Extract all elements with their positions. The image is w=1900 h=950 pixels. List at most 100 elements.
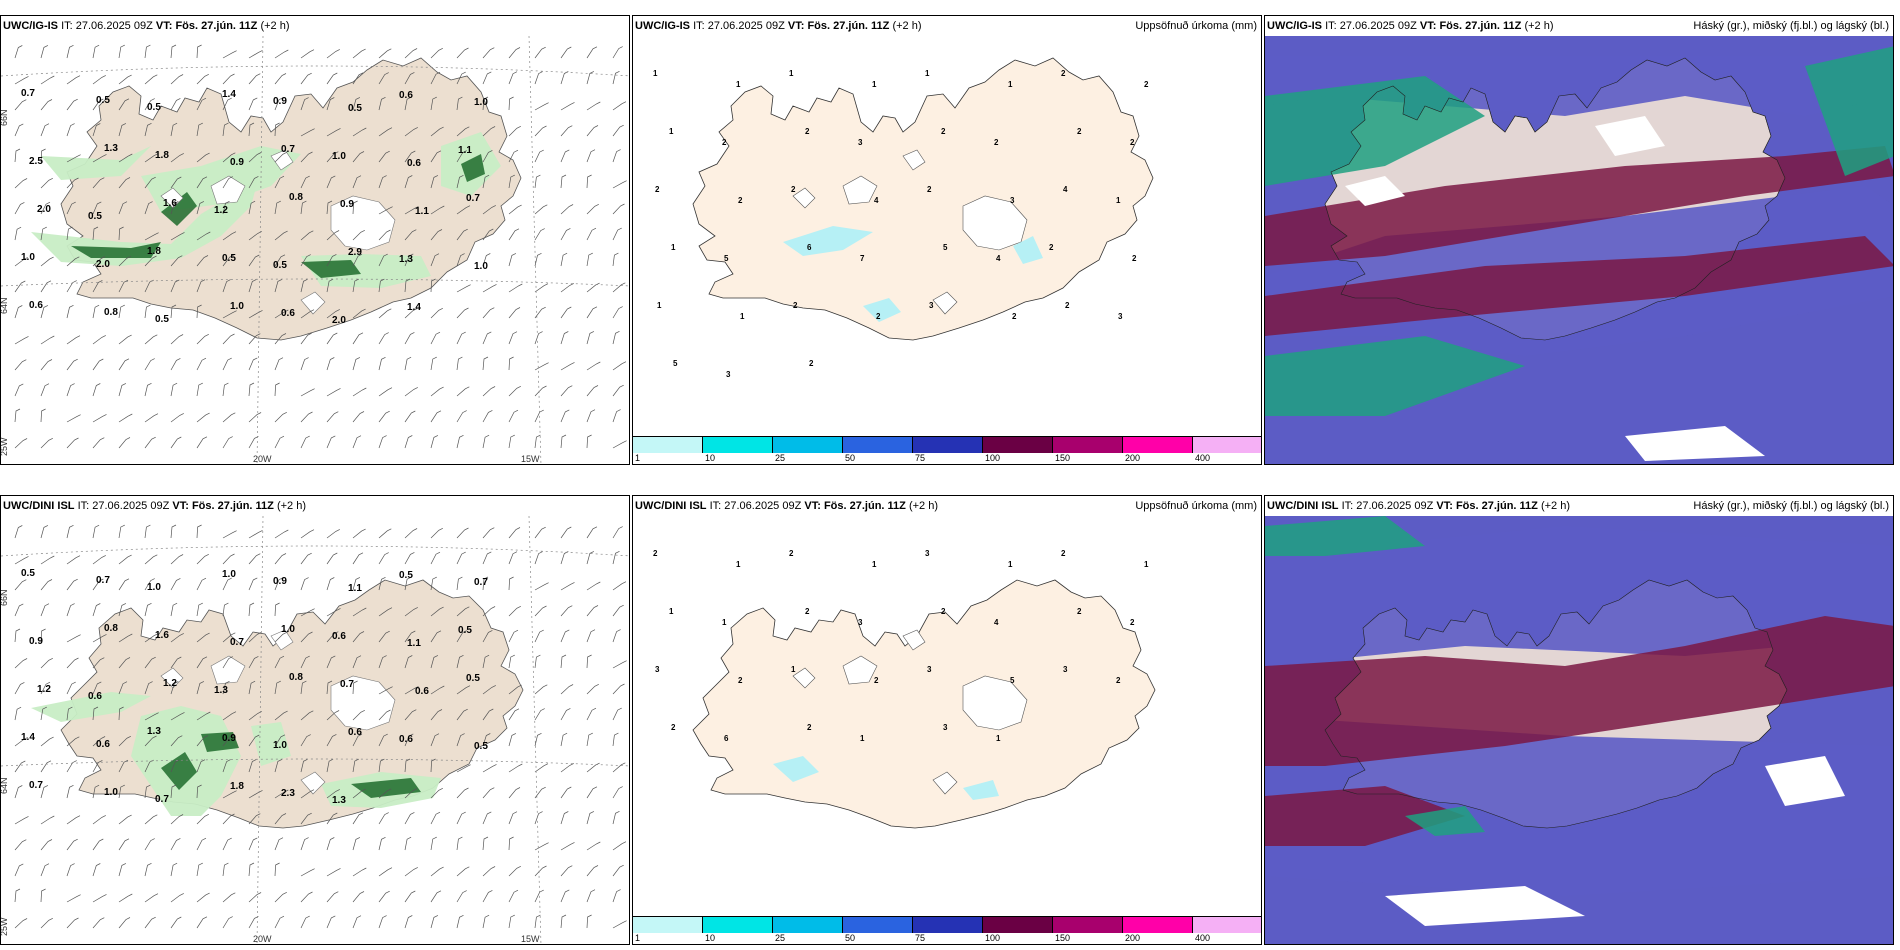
- wind-barb: [222, 680, 230, 695]
- wind-value-label: 1.4: [407, 302, 421, 313]
- wind-barb: [326, 812, 338, 825]
- legend-tick-label: 150: [1055, 933, 1071, 943]
- wind-barb: [274, 915, 285, 929]
- wind-value-label: 0.6: [29, 300, 43, 311]
- precip-value-label: 2: [738, 676, 743, 685]
- wind-value-label: 1.1: [348, 583, 362, 594]
- wind-barb: [144, 633, 159, 643]
- wind-barb: [144, 681, 153, 695]
- wind-map[interactable]: 66N 64N 25W 20W 15W 0.5 0.7 1.0 1.0 0.9 1.1 0.5 0.7 0…: [1, 516, 629, 944]
- wind-value-label: 1.0: [147, 582, 161, 593]
- wind-barb: [14, 76, 29, 85]
- wind-barb: [586, 707, 597, 721]
- high-cloud-area: [1265, 236, 1893, 336]
- cloud-panel-row1: UWC/IG-IS IT: 27.06.2025 09Z VT: Fös. 27…: [1264, 15, 1894, 465]
- wind-barb: [586, 841, 601, 851]
- wind-barb: [40, 45, 49, 59]
- wind-value-label: 1.8: [155, 150, 169, 161]
- lat-label: 64N: [1, 297, 9, 314]
- wind-barb: [118, 226, 124, 241]
- wind-barb: [430, 278, 436, 293]
- wind-barb: [66, 437, 79, 449]
- wind-barb: [508, 605, 521, 617]
- wind-value-label: 0.5: [222, 253, 236, 264]
- wind-barb: [40, 201, 51, 215]
- precip-value-label: 2: [1130, 618, 1135, 627]
- wind-barb: [118, 437, 131, 449]
- wind-value-label: 0.6: [96, 739, 110, 750]
- wind-barb: [586, 605, 599, 617]
- wind-barb: [534, 362, 549, 371]
- wind-barb: [508, 125, 521, 137]
- wind-barb: [170, 656, 182, 669]
- wind-barb: [170, 524, 177, 539]
- cloud-map[interactable]: [1265, 516, 1893, 944]
- wind-barb: [456, 174, 464, 189]
- wind-barb: [404, 435, 413, 449]
- wind-map[interactable]: 66N 64N 25W 20W 15W 0.7 0.5 0.5 1.4 0.9 0.5 0.6 1.0 2…: [1, 36, 629, 464]
- wind-value-label: 0.9: [273, 96, 287, 107]
- wind-barb: [482, 914, 490, 929]
- wind-barb: [352, 308, 366, 319]
- precip-map[interactable]: 2 1 2 1 3 1 2 1 1 1 2 3 2 4 2 2 3 2 1 2 3 5 3 2 2 6 2 1 3 1: [633, 516, 1261, 944]
- wind-barb: [560, 149, 570, 163]
- wind-barb: [352, 72, 364, 85]
- wind-barb: [560, 46, 572, 59]
- precip-value-label: 1: [996, 734, 1001, 743]
- wind-barb: [378, 175, 387, 189]
- wind-barb: [222, 176, 233, 189]
- precip-value-label: 2: [927, 185, 932, 194]
- glacier: [842, 175, 878, 205]
- wind-barb: [14, 257, 28, 267]
- wind-barb: [352, 528, 366, 539]
- wind-barb: [144, 176, 156, 189]
- wind-barb: [222, 862, 229, 877]
- wind-barb: [92, 784, 100, 799]
- wind-barb: [274, 710, 288, 721]
- wind-barb: [560, 786, 572, 799]
- wind-barb: [404, 206, 419, 215]
- wind-barb: [66, 256, 80, 267]
- glacier: [330, 675, 396, 731]
- wind-value-label: 1.3: [399, 254, 413, 265]
- wind-barb: [326, 97, 335, 111]
- legend-swatch: [1053, 917, 1123, 933]
- wind-value-label: 0.6: [88, 691, 102, 702]
- precip-value-label: 1: [1116, 196, 1121, 205]
- wind-barb: [612, 841, 627, 851]
- low-cloud-area: [1405, 806, 1485, 836]
- cloud-map[interactable]: [1265, 36, 1893, 464]
- wind-barb: [196, 122, 203, 137]
- wind-barb: [196, 357, 207, 371]
- wind-barb: [508, 228, 520, 241]
- wind-barb: [482, 890, 493, 903]
- clear-sky-area: [1345, 176, 1405, 206]
- wind-barb: [170, 44, 177, 59]
- wind-barb: [508, 708, 520, 721]
- wind-barb: [92, 437, 105, 449]
- precip-value-label: 1: [740, 312, 745, 321]
- wind-barb: [560, 865, 573, 877]
- wind-barb: [352, 175, 362, 189]
- wind-barb: [196, 656, 208, 669]
- wind-barb: [144, 122, 152, 137]
- wind-barb: [482, 527, 495, 539]
- wind-barb: [92, 634, 107, 643]
- wind-barb: [144, 201, 153, 215]
- wind-barb: [14, 202, 25, 215]
- wind-barb: [534, 842, 549, 851]
- precip-value-label: 1: [789, 69, 794, 78]
- wind-barb: [378, 410, 390, 423]
- wind-barb: [248, 382, 255, 397]
- glacier: [300, 771, 326, 795]
- wind-barb: [274, 151, 287, 163]
- wind-barb: [560, 306, 572, 319]
- wind-value-label: 1.1: [458, 145, 472, 156]
- wind-barb: [508, 174, 515, 189]
- wind-barb: [118, 524, 125, 539]
- wind-barb: [534, 385, 547, 397]
- wind-barb: [196, 711, 211, 721]
- wind-barb: [118, 334, 132, 345]
- wind-barb: [92, 603, 101, 617]
